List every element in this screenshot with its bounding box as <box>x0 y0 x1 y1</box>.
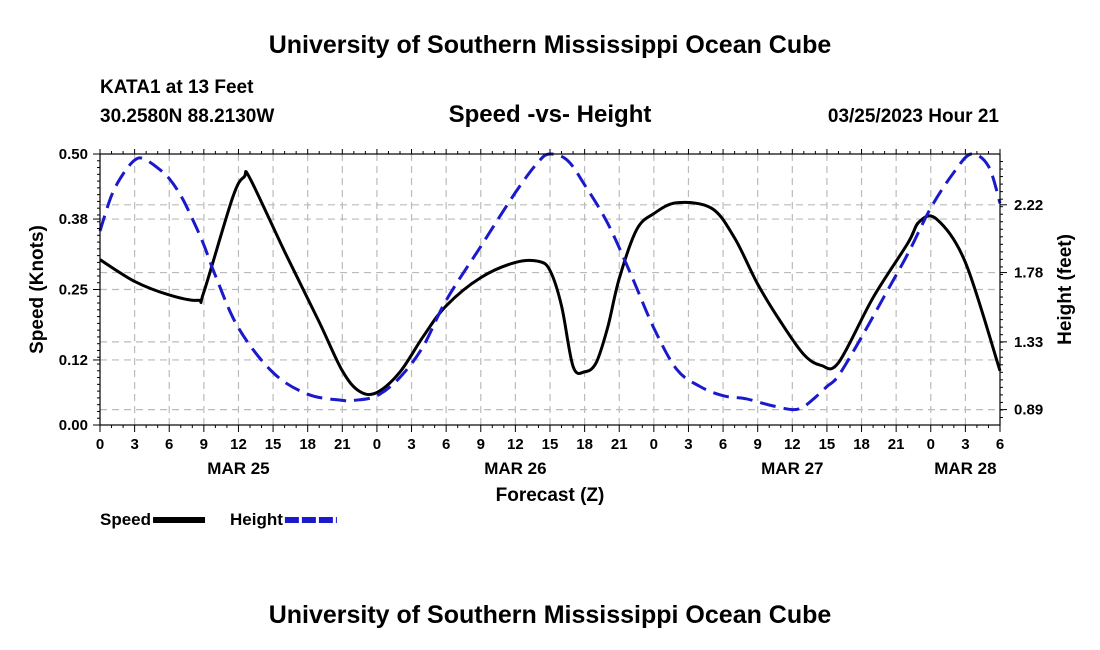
x-axis-label: Forecast (Z) <box>496 485 605 506</box>
x-tick-label: 15 <box>542 436 559 453</box>
x-tick-label: 0 <box>650 436 658 453</box>
x-tick-label: 12 <box>230 436 247 453</box>
x-tick-label: 9 <box>477 436 485 453</box>
legend-label-height: Height <box>230 510 283 529</box>
x-tick-label: 6 <box>442 436 450 453</box>
legend: Speed Height <box>100 510 337 529</box>
x-tick-label: 3 <box>961 436 969 453</box>
y-tick-label: 0.00 <box>59 417 88 434</box>
y2-tick-label: 0.89 <box>1014 402 1043 419</box>
y-axis-label: Speed (Knots) <box>27 225 48 354</box>
x-tick-label: 21 <box>611 436 628 453</box>
x-tick-label: 18 <box>853 436 870 453</box>
date-label: MAR 28 <box>934 459 996 478</box>
y-tick-label: 0.25 <box>59 282 88 299</box>
x-tick-label: 12 <box>507 436 524 453</box>
x-tick-label: 3 <box>407 436 415 453</box>
x-tick-label: 9 <box>200 436 208 453</box>
y2-tick-label: 2.22 <box>1014 197 1043 214</box>
x-tick-label: 6 <box>996 436 1004 453</box>
date-label: MAR 26 <box>484 459 546 478</box>
y-tick-label: 0.12 <box>59 352 88 369</box>
station-coordinates: 30.2580N 88.2130W <box>100 106 275 127</box>
x-tick-label: 12 <box>784 436 801 453</box>
x-tick-label: 6 <box>719 436 727 453</box>
page-title: University of Southern Mississippi Ocean… <box>268 31 832 59</box>
x-tick-label: 18 <box>299 436 316 453</box>
y-tick-label: 0.50 <box>59 146 88 163</box>
x-tick-label: 18 <box>576 436 593 453</box>
x-tick-label: 6 <box>165 436 173 453</box>
legend-label-speed: Speed <box>100 510 151 529</box>
x-tick-label: 0 <box>927 436 935 453</box>
y2-tick-label: 1.78 <box>1014 265 1043 282</box>
station-name: KATA1 at 13 Feet <box>100 77 254 98</box>
y2-axis-label: Height (feet) <box>1055 234 1076 345</box>
x-tick-label: 0 <box>373 436 381 453</box>
x-tick-label: 21 <box>888 436 905 453</box>
x-tick-label: 9 <box>754 436 762 453</box>
date-label: MAR 27 <box>761 459 823 478</box>
x-tick-label: 21 <box>334 436 351 453</box>
chart-subtitle: Speed -vs- Height <box>448 101 652 128</box>
y-tick-label: 0.38 <box>59 211 88 228</box>
speed-series-line <box>99 170 1002 397</box>
x-tick-label: 0 <box>96 436 104 453</box>
axis-ticks: 0 3 6 9 12 15 18 21 0 3 6 9 12 15 18 21 0 3 6 9 12 15 18 21 0 3 6M… <box>59 146 1043 478</box>
x-tick-label: 15 <box>819 436 836 453</box>
grid-lines <box>100 154 1000 425</box>
x-tick-label: 3 <box>130 436 138 453</box>
footer-title: University of Southern Mississippi Ocean… <box>268 601 832 629</box>
x-tick-label: 3 <box>684 436 692 453</box>
forecast-datetime: 03/25/2023 Hour 21 <box>827 106 999 127</box>
date-label: MAR 25 <box>207 459 269 478</box>
y2-tick-label: 1.33 <box>1014 334 1043 351</box>
x-tick-label: 15 <box>265 436 282 453</box>
